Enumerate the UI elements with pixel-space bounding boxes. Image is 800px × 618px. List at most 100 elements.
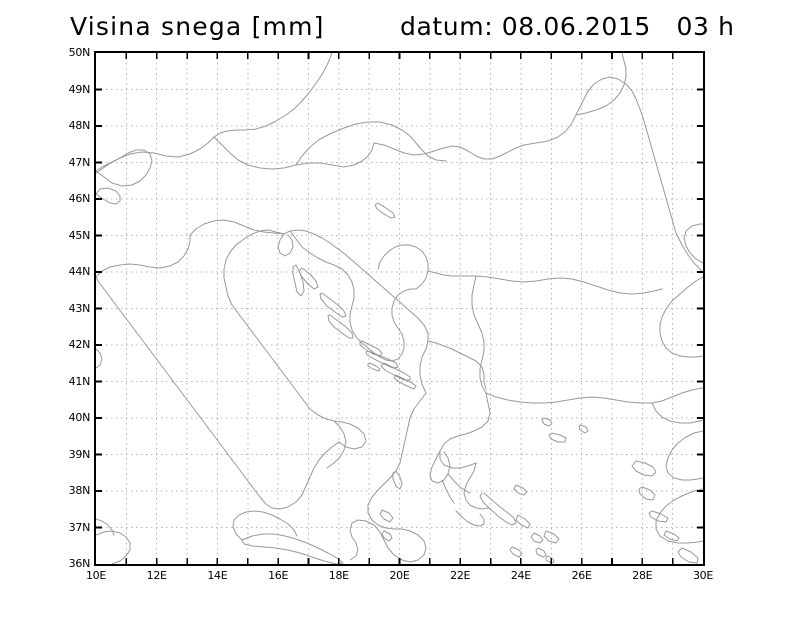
island-zakynthos bbox=[381, 530, 393, 542]
x-tick-label: 30E bbox=[692, 569, 714, 582]
y-tick-label: 45N bbox=[68, 228, 91, 242]
albania-coast bbox=[419, 332, 429, 394]
chalkidiki-finger-1 bbox=[447, 473, 471, 494]
chalkidiki-finger-2 bbox=[441, 479, 455, 504]
slovakia-north-border bbox=[295, 121, 447, 166]
danube-border-romania-bulgaria bbox=[475, 275, 663, 295]
island-paros bbox=[530, 532, 544, 544]
sicily-north-coast bbox=[232, 510, 298, 541]
island-chios bbox=[638, 486, 656, 501]
island-cres bbox=[292, 264, 305, 297]
x-tick-label: 20E bbox=[389, 569, 410, 582]
island-rhodes bbox=[677, 547, 699, 564]
turkey-aegean-coast bbox=[665, 430, 703, 481]
tunisia-inland bbox=[96, 518, 115, 536]
island-corfu bbox=[392, 470, 403, 490]
coastlines-and-borders-group bbox=[96, 53, 703, 564]
italy-west-coast bbox=[96, 276, 267, 505]
italy-east-coast bbox=[227, 295, 367, 450]
x-tick-label: 10E bbox=[85, 569, 107, 582]
y-tick-label: 47N bbox=[68, 155, 91, 169]
island-ios bbox=[535, 547, 547, 558]
italy-north-border bbox=[189, 219, 285, 236]
island-samos bbox=[648, 510, 669, 523]
croatia-border bbox=[289, 230, 369, 349]
y-tick-label: 37N bbox=[68, 520, 91, 534]
moldova-border bbox=[575, 53, 627, 116]
island-andros bbox=[515, 514, 531, 529]
island-vis bbox=[367, 362, 381, 372]
island-thasos bbox=[541, 417, 553, 427]
x-tick-label: 14E bbox=[207, 569, 228, 582]
x-tick-label: 24E bbox=[510, 569, 531, 582]
bosnia-serbia-border bbox=[367, 288, 417, 362]
x-tick-label: 16E bbox=[268, 569, 289, 582]
y-tick-label: 50N bbox=[68, 46, 91, 59]
x-tick-label: 28E bbox=[632, 569, 653, 582]
corsica-edge bbox=[96, 348, 103, 369]
y-tick-label: 42N bbox=[68, 338, 91, 351]
chart-title-row: Visina snega [mm] datum: 08.06.2015 03 h bbox=[0, 12, 800, 46]
y-tick-label: 46N bbox=[68, 192, 91, 205]
island-lemnos bbox=[548, 432, 567, 443]
y-tick-label: 40N bbox=[68, 411, 91, 424]
northern-adriatic-coast bbox=[223, 229, 285, 297]
serbia-romania-border bbox=[427, 270, 477, 277]
island-lesvos bbox=[631, 460, 657, 477]
y-tick-label: 48N bbox=[68, 119, 91, 132]
switzerland-border bbox=[96, 149, 153, 187]
x-tick-label: 18E bbox=[328, 569, 349, 582]
frame-ticks-group bbox=[96, 53, 703, 564]
island-kefalonia bbox=[379, 509, 394, 523]
puglia-heel bbox=[326, 420, 347, 469]
page-title: Visina snega [mm] bbox=[70, 12, 325, 41]
calabria-toe bbox=[265, 441, 340, 510]
hungary-ne-border bbox=[373, 142, 525, 160]
chalkidiki-peninsula bbox=[429, 450, 451, 484]
evia-island bbox=[479, 492, 517, 526]
romania-east-border bbox=[635, 98, 703, 274]
istria-peninsula bbox=[277, 233, 294, 257]
y-tick-label: 39N bbox=[68, 447, 91, 461]
y-tick-label: 43N bbox=[68, 301, 91, 315]
y-tick-label: 44N bbox=[68, 265, 91, 278]
lake-balaton bbox=[374, 202, 396, 219]
island-mljet bbox=[393, 374, 417, 390]
island-santorini bbox=[545, 555, 555, 564]
austria-south-border bbox=[213, 136, 375, 170]
valid-datetime-label: datum: 08.06.2015 03 h bbox=[400, 12, 735, 41]
island-dugi-otok bbox=[327, 314, 354, 339]
attica-peninsula bbox=[455, 510, 485, 527]
x-tick-label: 26E bbox=[571, 569, 592, 582]
serbia-hungary-border bbox=[377, 244, 429, 290]
y-tick-label: 49N bbox=[68, 82, 91, 96]
peloponnese bbox=[349, 489, 427, 563]
x-tick-label: 22E bbox=[450, 569, 471, 582]
map-plot-area bbox=[94, 51, 705, 566]
island-skyros bbox=[513, 484, 528, 496]
greece-west-coast bbox=[377, 392, 427, 491]
sicily-island bbox=[241, 533, 344, 564]
alps-northern-border bbox=[96, 53, 333, 174]
island-kos bbox=[663, 530, 680, 542]
greece-north-coast bbox=[439, 392, 491, 469]
turkey-thrace-coast bbox=[651, 387, 703, 404]
tunisia-coast bbox=[96, 530, 131, 564]
bulgaria-west-border bbox=[471, 275, 487, 394]
x-tick-label: 12E bbox=[146, 569, 167, 582]
island-samothraki bbox=[578, 424, 589, 434]
y-tick-label: 38N bbox=[68, 484, 91, 497]
map-canvas bbox=[96, 53, 703, 564]
liguria-coast bbox=[96, 234, 191, 278]
y-tick-label: 41N bbox=[68, 374, 91, 388]
island-milos bbox=[509, 546, 523, 558]
marmara-north-coast bbox=[651, 402, 703, 424]
gridlines-group bbox=[96, 53, 703, 564]
romania-ne-border bbox=[523, 76, 637, 146]
y-tick-label: 36N bbox=[68, 557, 91, 570]
jura-range bbox=[96, 187, 121, 205]
black-sea-west-coast bbox=[659, 276, 703, 358]
island-pag bbox=[319, 292, 347, 318]
black-sea-ne-coast bbox=[683, 223, 703, 264]
